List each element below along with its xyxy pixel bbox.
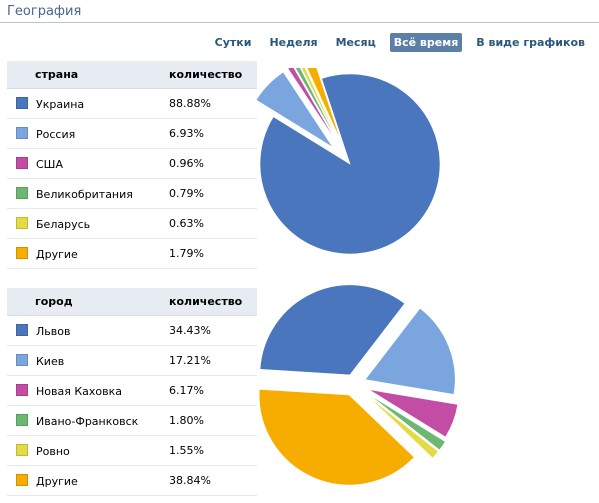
country-pie-slice-4 — [295, 68, 339, 144]
city-table: город количество Львов 34.43% Киев 17.21… — [7, 288, 257, 496]
legend-swatch — [16, 126, 28, 139]
country-value: 6.93% — [161, 118, 257, 149]
table-row: Другие 1.79% — [7, 238, 257, 269]
country-name: Другие — [36, 247, 78, 261]
country-table-header: страна количество — [7, 61, 257, 89]
table-row: Киев 17.21% — [7, 345, 257, 376]
country-pie-slice-5 — [301, 68, 340, 143]
city-col-name: город — [7, 288, 161, 316]
table-row: США 0.96% — [7, 148, 257, 179]
period-week[interactable]: Неделя — [269, 35, 318, 49]
city-value: 34.43% — [161, 315, 257, 346]
city-pie-slice-2 — [364, 307, 456, 395]
legend-swatch — [16, 353, 28, 366]
table-row: Ивано-Франковск 1.80% — [7, 405, 257, 436]
city-name: Новая Каховка — [36, 384, 122, 398]
country-name: Беларусь — [36, 217, 91, 231]
city-value: 17.21% — [161, 345, 257, 376]
table-row: Украина 88.88% — [7, 88, 257, 119]
city-col-value: количество — [161, 288, 257, 316]
table-row: Львов 34.43% — [7, 315, 257, 346]
period-day[interactable]: Сутки — [214, 35, 252, 49]
country-value: 0.79% — [161, 178, 257, 209]
country-table: страна количество Украина 88.88% Россия … — [7, 61, 257, 269]
section-title: География — [7, 4, 82, 19]
table-row: Россия 6.93% — [7, 118, 257, 149]
city-value: 38.84% — [161, 465, 257, 496]
country-name: Россия — [36, 127, 76, 141]
country-col-value: количество — [161, 61, 257, 89]
table-row: Ровно 1.55% — [7, 435, 257, 466]
country-value: 0.96% — [161, 148, 257, 179]
city-table-header: город количество — [7, 288, 257, 316]
country-pie-slice-1 — [259, 73, 441, 255]
country-pie-slice-2 — [255, 71, 334, 148]
city-value: 1.80% — [161, 405, 257, 436]
city-name: Ровно — [36, 444, 70, 458]
period-selector: Сутки Неделя Месяц Всё время В виде граф… — [201, 32, 589, 52]
country-value: 0.63% — [161, 208, 257, 239]
country-pie-chart — [255, 68, 441, 255]
table-row: Беларусь 0.63% — [7, 208, 257, 239]
legend-swatch — [16, 323, 28, 336]
legend-swatch — [16, 473, 28, 486]
city-pie-chart — [258, 284, 459, 486]
period-all-time[interactable]: Всё время — [389, 32, 463, 52]
city-name: Киев — [36, 354, 65, 368]
country-name: Великобритания — [36, 187, 133, 201]
city-pie-slice-5 — [367, 395, 439, 459]
city-pie-slice-6 — [258, 389, 415, 486]
country-name: Украина — [36, 97, 85, 111]
legend-swatch — [16, 186, 28, 199]
country-pie-slice-3 — [287, 68, 338, 144]
legend-swatch — [16, 96, 28, 109]
legend-swatch — [16, 246, 28, 259]
country-col-name: страна — [7, 61, 161, 89]
country-pie-slice-6 — [306, 68, 342, 142]
country-name: США — [36, 157, 63, 171]
country-value: 1.79% — [161, 238, 257, 269]
section-header: География — [0, 0, 599, 23]
legend-swatch — [16, 156, 28, 169]
city-name: Другие — [36, 474, 78, 488]
table-row: Великобритания 0.79% — [7, 178, 257, 209]
legend-swatch — [16, 383, 28, 396]
city-pie-slice-3 — [368, 389, 459, 438]
table-row: Другие 38.84% — [7, 465, 257, 496]
city-value: 6.17% — [161, 375, 257, 406]
period-month[interactable]: Месяц — [335, 35, 376, 49]
city-value: 1.55% — [161, 435, 257, 466]
city-name: Ивано-Франковск — [36, 414, 139, 428]
table-row: Новая Каховка 6.17% — [7, 375, 257, 406]
city-pie-slice-4 — [368, 394, 446, 451]
legend-swatch — [16, 443, 28, 456]
period-as-graphs[interactable]: В виде графиков — [476, 35, 585, 49]
country-value: 88.88% — [161, 88, 257, 119]
legend-swatch — [16, 216, 28, 229]
city-pie-slice-1 — [259, 284, 406, 376]
legend-swatch — [16, 413, 28, 426]
city-name: Львов — [36, 324, 71, 338]
